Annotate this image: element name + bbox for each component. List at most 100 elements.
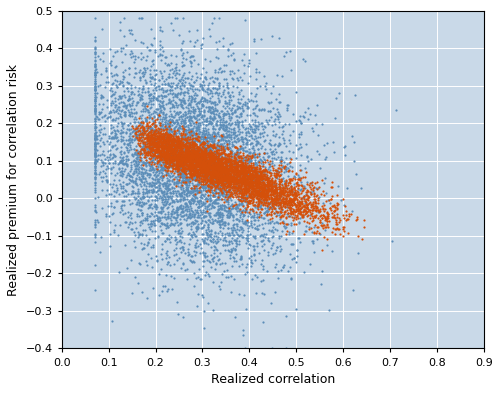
Point <box>272 184 280 190</box>
Point <box>268 180 276 187</box>
Point <box>278 190 286 196</box>
Point <box>166 172 173 178</box>
Point <box>213 169 221 175</box>
Point <box>252 191 260 198</box>
Point <box>164 61 172 67</box>
Point <box>208 156 216 163</box>
Point <box>248 160 256 167</box>
Point <box>274 105 281 112</box>
Point <box>207 166 215 173</box>
Point <box>256 196 264 203</box>
Point <box>97 156 105 163</box>
Point <box>156 118 164 125</box>
Point <box>256 180 264 187</box>
Point <box>272 184 280 190</box>
Point <box>205 167 213 173</box>
Point <box>202 140 209 146</box>
Point <box>220 148 228 154</box>
Point <box>106 243 114 249</box>
Point <box>170 160 177 167</box>
Point <box>282 231 290 237</box>
Point <box>232 177 240 184</box>
Point <box>231 165 239 171</box>
Point <box>212 174 220 181</box>
Point <box>238 152 246 158</box>
Point <box>130 165 138 172</box>
Point <box>250 243 258 250</box>
Point <box>193 86 201 93</box>
Point <box>155 147 163 154</box>
Point <box>258 174 266 180</box>
Point <box>254 226 262 232</box>
Point <box>112 107 120 113</box>
Point <box>286 198 294 204</box>
Point <box>233 167 241 173</box>
Point <box>210 67 218 73</box>
Point <box>230 150 237 156</box>
Point <box>214 169 222 175</box>
Point <box>176 202 184 209</box>
Point <box>210 15 218 22</box>
Point <box>146 202 154 208</box>
Point <box>186 141 194 147</box>
Point <box>152 154 160 160</box>
Point <box>294 199 302 205</box>
Point <box>242 168 250 174</box>
Point <box>184 157 192 163</box>
Point <box>226 193 234 200</box>
Point <box>276 212 283 219</box>
Point <box>150 139 158 145</box>
Point <box>258 192 266 198</box>
Point <box>184 140 192 146</box>
Point <box>162 150 170 156</box>
Point <box>130 219 138 225</box>
Point <box>90 69 98 75</box>
Point <box>260 182 268 188</box>
Point <box>244 169 252 175</box>
Point <box>168 87 176 94</box>
Point <box>270 193 278 199</box>
Point <box>268 227 276 233</box>
Point <box>191 182 199 188</box>
Point <box>196 156 204 162</box>
Point <box>283 220 291 227</box>
Point <box>210 177 218 184</box>
Point <box>125 221 133 228</box>
Point <box>184 144 192 150</box>
Point <box>292 170 300 176</box>
Point <box>178 46 186 52</box>
Point <box>196 135 204 141</box>
Point <box>174 171 182 177</box>
Point <box>168 141 175 148</box>
Point <box>216 185 224 192</box>
Point <box>335 226 343 232</box>
Point <box>170 130 178 136</box>
Point <box>360 224 368 230</box>
Point <box>250 161 258 167</box>
Point <box>90 130 98 137</box>
Point <box>296 113 304 119</box>
Point <box>222 140 230 147</box>
Point <box>314 196 322 203</box>
Point <box>228 169 236 176</box>
Point <box>186 127 194 133</box>
Point <box>190 146 198 152</box>
Point <box>212 240 220 246</box>
Point <box>202 172 209 178</box>
Point <box>248 186 256 193</box>
Point <box>232 169 240 175</box>
Point <box>186 150 194 156</box>
Point <box>138 130 146 137</box>
Point <box>291 174 299 180</box>
Point <box>193 153 201 159</box>
Point <box>100 141 108 147</box>
Point <box>252 180 260 186</box>
Point <box>214 129 222 135</box>
Point <box>276 214 284 220</box>
Point <box>244 105 252 111</box>
Point <box>200 168 207 174</box>
Point <box>232 121 240 127</box>
Point <box>169 131 177 137</box>
Point <box>213 165 221 171</box>
Point <box>234 166 242 173</box>
